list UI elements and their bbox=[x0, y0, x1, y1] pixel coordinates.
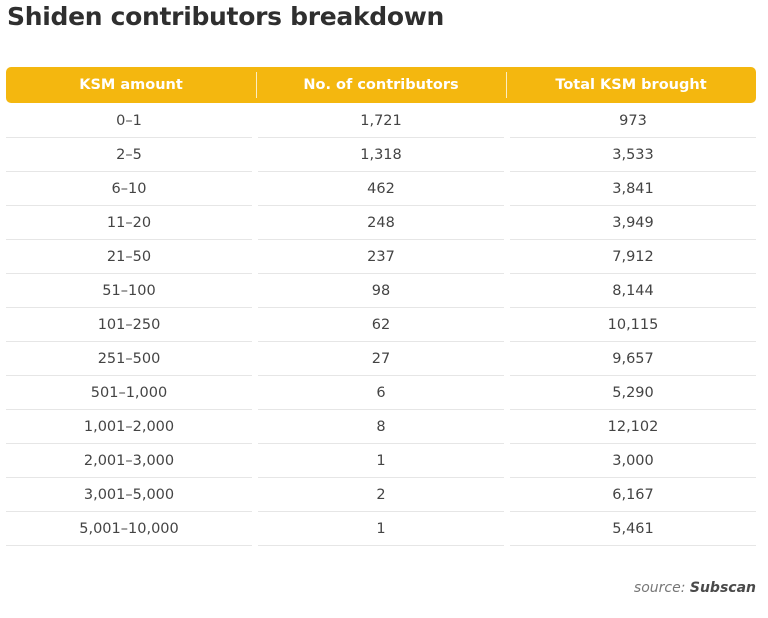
cell-ksm-amount: 5,001–10,000 bbox=[6, 512, 252, 546]
table-row: 101–250 62 10,115 bbox=[6, 308, 756, 342]
cell-contributors: 2 bbox=[258, 478, 504, 512]
cell-contributors: 1 bbox=[258, 444, 504, 478]
table-row: 501–1,000 6 5,290 bbox=[6, 376, 756, 410]
cell-total-ksm: 9,657 bbox=[510, 342, 756, 376]
cell-ksm-amount: 1,001–2,000 bbox=[6, 410, 252, 444]
cell-ksm-amount: 6–10 bbox=[6, 172, 252, 206]
cell-ksm-amount: 2,001–3,000 bbox=[6, 444, 252, 478]
contributors-table: KSM amount No. of contributors Total KSM… bbox=[6, 67, 756, 546]
column-header-ksm-amount: KSM amount bbox=[79, 77, 183, 93]
cell-total-ksm: 7,912 bbox=[510, 240, 756, 274]
cell-contributors: 8 bbox=[258, 410, 504, 444]
cell-total-ksm: 8,144 bbox=[510, 274, 756, 308]
cell-total-ksm: 10,115 bbox=[510, 308, 756, 342]
table-row: 51–100 98 8,144 bbox=[6, 274, 756, 308]
table-row: 21–50 237 7,912 bbox=[6, 240, 756, 274]
table-row: 2–5 1,318 3,533 bbox=[6, 138, 756, 172]
source-name: Subscan bbox=[689, 580, 756, 596]
table-row: 5,001–10,000 1 5,461 bbox=[6, 512, 756, 546]
table-row: 1,001–2,000 8 12,102 bbox=[6, 410, 756, 444]
cell-contributors: 1 bbox=[258, 512, 504, 546]
cell-total-ksm: 5,461 bbox=[510, 512, 756, 546]
table-header: KSM amount No. of contributors Total KSM… bbox=[6, 67, 756, 103]
cell-ksm-amount: 21–50 bbox=[6, 240, 252, 274]
cell-contributors: 98 bbox=[258, 274, 504, 308]
cell-ksm-amount: 501–1,000 bbox=[6, 376, 252, 410]
table-row: 11–20 248 3,949 bbox=[6, 206, 756, 240]
table-row: 0–1 1,721 973 bbox=[6, 104, 756, 138]
cell-total-ksm: 3,000 bbox=[510, 444, 756, 478]
source-note: source: Subscan bbox=[634, 580, 756, 596]
cell-ksm-amount: 11–20 bbox=[6, 206, 252, 240]
cell-total-ksm: 973 bbox=[510, 104, 756, 138]
table-row: 3,001–5,000 2 6,167 bbox=[6, 478, 756, 512]
column-header-total-ksm: Total KSM brought bbox=[506, 67, 756, 103]
cell-contributors: 248 bbox=[258, 206, 504, 240]
cell-total-ksm: 12,102 bbox=[510, 410, 756, 444]
cell-ksm-amount: 0–1 bbox=[6, 104, 252, 138]
cell-ksm-amount: 101–250 bbox=[6, 308, 252, 342]
cell-contributors: 1,318 bbox=[258, 138, 504, 172]
cell-contributors: 237 bbox=[258, 240, 504, 274]
cell-ksm-amount: 3,001–5,000 bbox=[6, 478, 252, 512]
page-title: Shiden contributors breakdown bbox=[7, 2, 445, 31]
column-header-contributors: No. of contributors bbox=[256, 67, 506, 103]
table-row: 251–500 27 9,657 bbox=[6, 342, 756, 376]
cell-ksm-amount: 251–500 bbox=[6, 342, 252, 376]
cell-contributors: 62 bbox=[258, 308, 504, 342]
table-row: 2,001–3,000 1 3,000 bbox=[6, 444, 756, 478]
cell-ksm-amount: 51–100 bbox=[6, 274, 252, 308]
cell-ksm-amount: 2–5 bbox=[6, 138, 252, 172]
cell-contributors: 27 bbox=[258, 342, 504, 376]
table-body: 0–1 1,721 973 2–5 1,318 3,533 6–10 462 3,841 11–2… bbox=[6, 104, 756, 546]
cell-total-ksm: 3,841 bbox=[510, 172, 756, 206]
cell-total-ksm: 6,167 bbox=[510, 478, 756, 512]
cell-contributors: 6 bbox=[258, 376, 504, 410]
cell-total-ksm: 3,533 bbox=[510, 138, 756, 172]
cell-total-ksm: 3,949 bbox=[510, 206, 756, 240]
cell-contributors: 1,721 bbox=[258, 104, 504, 138]
cell-total-ksm: 5,290 bbox=[510, 376, 756, 410]
table-row: 6–10 462 3,841 bbox=[6, 172, 756, 206]
cell-contributors: 462 bbox=[258, 172, 504, 206]
source-label: source: bbox=[633, 580, 686, 596]
